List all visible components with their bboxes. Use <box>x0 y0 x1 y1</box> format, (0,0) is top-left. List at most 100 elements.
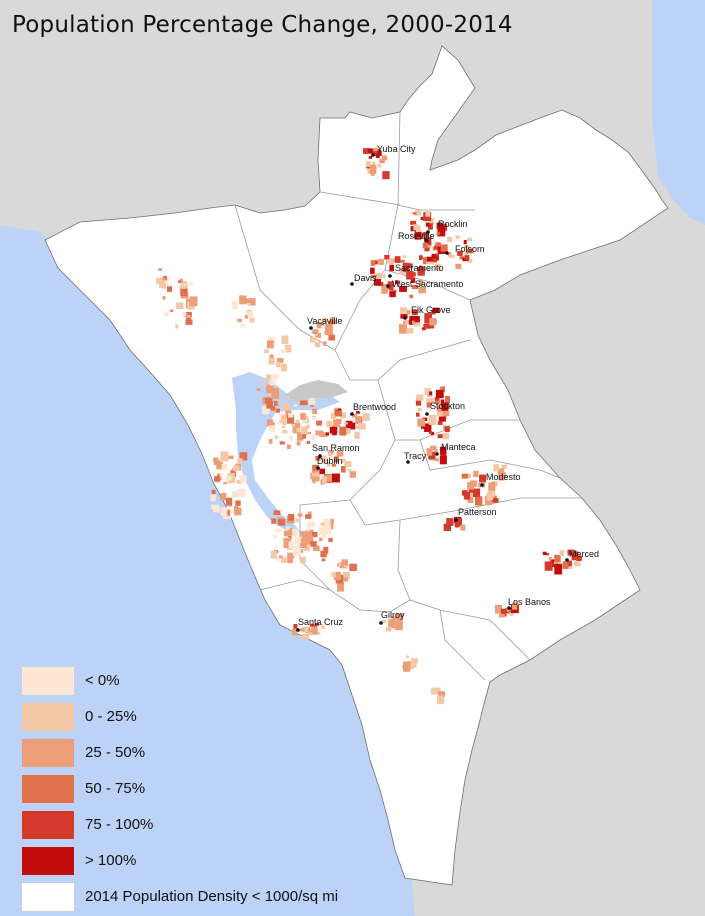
census-tract <box>409 294 413 299</box>
city-marker <box>454 518 458 522</box>
city-label: Elk Grove <box>411 305 451 315</box>
census-tract <box>576 555 582 561</box>
census-tract <box>250 298 256 306</box>
census-tract <box>160 277 164 280</box>
census-tract <box>455 518 462 527</box>
census-tract <box>310 336 316 343</box>
census-tract <box>240 324 245 328</box>
city-marker <box>424 238 428 242</box>
census-tract <box>273 535 277 539</box>
census-tract <box>493 464 499 472</box>
legend: < 0% 0 - 25% 25 - 50% 50 - 75% 75 - 100% > 10… <box>22 664 402 916</box>
census-tract <box>329 320 336 325</box>
census-tract <box>432 258 437 263</box>
census-tract <box>306 441 310 444</box>
county-boundary <box>334 204 399 351</box>
census-tract <box>235 500 241 506</box>
census-tract <box>344 422 348 425</box>
census-tract <box>311 472 317 477</box>
census-tract <box>468 489 474 493</box>
census-tract <box>406 327 414 334</box>
census-tract <box>554 563 563 575</box>
census-tract <box>550 559 557 567</box>
census-tract <box>349 471 356 478</box>
census-tract <box>288 541 294 549</box>
census-tract <box>156 277 162 284</box>
census-tract <box>225 475 232 481</box>
census-tract <box>512 602 518 610</box>
census-tract <box>330 317 336 322</box>
census-tract <box>314 333 319 336</box>
census-tract <box>500 608 507 617</box>
census-tract <box>445 396 450 403</box>
city-marker <box>406 460 410 464</box>
legend-swatch <box>22 847 74 875</box>
census-tract <box>567 549 575 556</box>
census-tract <box>269 379 276 386</box>
census-tract <box>338 562 342 566</box>
city-label: Merced <box>569 549 599 559</box>
census-tract <box>299 628 305 632</box>
census-tract <box>363 148 369 154</box>
census-tract <box>374 260 378 265</box>
census-tract <box>377 164 382 168</box>
census-tract <box>373 279 382 286</box>
census-tract <box>309 623 314 627</box>
city-label: Los Banos <box>508 597 551 607</box>
census-tract <box>264 349 269 354</box>
census-tract <box>333 571 341 580</box>
census-tract <box>399 613 404 618</box>
census-tract <box>266 374 271 380</box>
census-tract <box>310 541 317 547</box>
census-tract <box>463 240 467 245</box>
study-region <box>44 45 669 886</box>
census-tract <box>326 461 331 467</box>
census-tract <box>479 474 486 483</box>
city-marker <box>386 284 390 288</box>
census-tract <box>434 245 439 250</box>
legend-swatch <box>22 883 74 911</box>
census-tract <box>446 518 454 526</box>
census-tract <box>287 555 294 563</box>
census-tract <box>249 317 255 323</box>
census-tract <box>375 154 380 158</box>
census-tract <box>463 492 471 500</box>
census-tract <box>244 313 249 319</box>
census-tract <box>291 424 296 427</box>
census-tract <box>411 309 418 316</box>
census-tract <box>286 395 290 400</box>
census-tract <box>161 277 166 281</box>
census-tract <box>436 405 442 412</box>
census-tract <box>322 317 329 323</box>
census-tract <box>429 218 434 225</box>
census-tract <box>268 358 275 365</box>
census-tract <box>362 413 370 421</box>
census-tract <box>468 491 473 497</box>
census-tract <box>405 320 409 325</box>
census-tract <box>306 526 310 532</box>
census-tract <box>409 315 416 321</box>
census-tract <box>354 431 360 439</box>
census-tract <box>323 546 329 554</box>
census-tract <box>424 239 430 246</box>
census-tract <box>387 281 394 290</box>
census-tract <box>341 458 346 463</box>
census-tract <box>355 425 361 429</box>
census-tract <box>379 158 385 163</box>
census-tract <box>256 388 261 391</box>
census-tract <box>410 277 416 283</box>
census-tract <box>343 428 351 434</box>
census-tract <box>384 255 390 260</box>
census-tract <box>311 416 317 421</box>
census-tract <box>294 404 298 407</box>
census-tract <box>301 538 308 543</box>
census-tract <box>317 631 321 635</box>
census-tract <box>395 621 403 631</box>
census-tract <box>464 252 469 256</box>
census-tract <box>406 270 414 280</box>
census-tract <box>276 361 281 367</box>
census-tract <box>370 260 376 266</box>
census-tract <box>391 616 397 620</box>
census-tract <box>228 455 234 460</box>
census-tract <box>180 288 188 297</box>
